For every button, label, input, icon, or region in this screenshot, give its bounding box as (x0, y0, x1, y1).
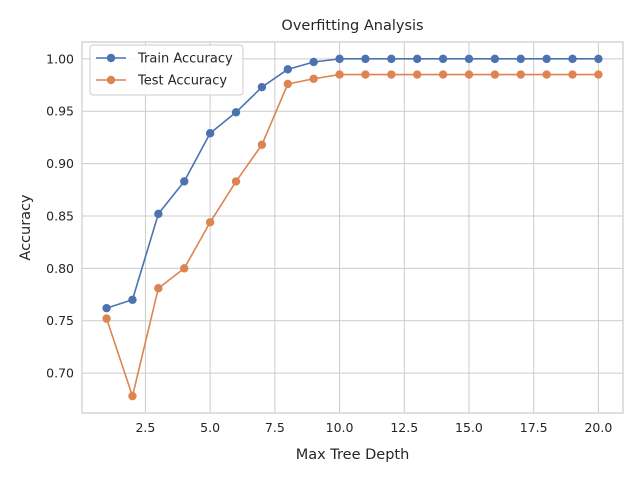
data-point (542, 54, 551, 64)
data-point (309, 57, 318, 67)
legend: Train Accuracy Test Accuracy (89, 44, 244, 96)
data-point (438, 54, 448, 64)
data-point (594, 70, 603, 79)
data-point (490, 70, 500, 79)
data-point (128, 295, 137, 304)
series-line (105, 73, 599, 397)
data-point (516, 54, 525, 64)
data-point (102, 314, 111, 323)
data-point (568, 54, 577, 64)
y-tick-label: 1.00 (46, 51, 74, 66)
data-point (205, 129, 215, 138)
legend-item: Train Accuracy (96, 52, 233, 67)
data-point (180, 177, 189, 186)
data-point (594, 54, 603, 64)
y-tick-label: 0.95 (46, 104, 74, 119)
data-point (335, 70, 344, 79)
data-point (283, 65, 292, 74)
data-point (154, 284, 163, 293)
data-point (413, 70, 422, 79)
data-point (542, 70, 551, 79)
y-tick-label: 0.75 (46, 313, 74, 328)
data-point (128, 391, 137, 401)
y-axis-label: Accuracy (18, 194, 34, 261)
legend-label: Train Accuracy (137, 52, 233, 67)
x-tick-label: 5.0 (200, 420, 220, 435)
data-point (180, 264, 189, 273)
series-line (106, 58, 599, 309)
x-tick-label: 20.0 (584, 420, 612, 435)
x-axis-label: Max Tree Depth (296, 447, 410, 463)
data-point (205, 218, 215, 227)
plot-frame (81, 41, 624, 414)
series-layer (102, 54, 603, 401)
x-tick-label: 2.5 (135, 420, 155, 435)
data-point (283, 79, 292, 89)
data-point (335, 54, 344, 64)
x-tick-label: 15.0 (455, 420, 483, 435)
data-point (438, 70, 448, 79)
x-tick-label: 12.5 (390, 420, 418, 435)
chart-title: Overfitting Analysis (281, 18, 423, 34)
data-point (413, 54, 422, 64)
data-point (387, 54, 396, 64)
data-point (257, 140, 267, 149)
data-point (309, 74, 318, 83)
y-tick-label: 0.80 (46, 261, 74, 276)
data-point (464, 70, 474, 79)
data-point (361, 70, 370, 79)
data-point (387, 70, 396, 79)
series-0 (102, 54, 603, 313)
tick-labels: 2.5 5.0 7.5 10.0 12.5 15.0 17.5 20.0 0.70 0.75 0.8… (46, 51, 612, 435)
legend-label: Test Accuracy (137, 74, 227, 89)
data-point (361, 54, 370, 64)
x-tick-label: 17.5 (520, 420, 548, 435)
legend-item: Test Accuracy (96, 74, 227, 89)
y-tick-label: 0.90 (46, 156, 74, 171)
legend-marker (106, 75, 116, 85)
x-tick-label: 7.5 (265, 420, 285, 435)
data-point (102, 303, 111, 313)
grid (82, 42, 623, 413)
data-point (231, 177, 241, 186)
data-point (154, 209, 163, 219)
series-1 (102, 70, 603, 401)
data-point (516, 70, 525, 79)
data-point (490, 54, 500, 64)
legend-marker (106, 53, 116, 63)
legend-box (89, 44, 244, 96)
data-point (568, 70, 577, 79)
x-tick-label: 10.0 (326, 420, 354, 435)
data-point (464, 54, 474, 64)
y-tick-label: 0.85 (46, 208, 74, 223)
data-point (257, 82, 267, 92)
y-tick-label: 0.70 (46, 366, 74, 381)
data-point (231, 108, 241, 117)
